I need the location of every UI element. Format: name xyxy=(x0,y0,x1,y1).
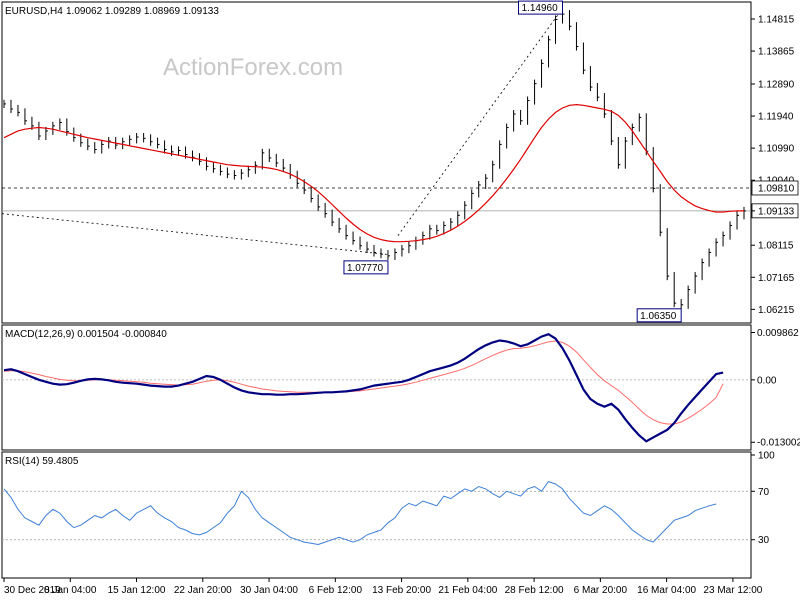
macd-tick-label: -0.013002 xyxy=(757,438,800,449)
swing-label: 1.06350 xyxy=(640,311,677,322)
rsi-layer xyxy=(2,481,751,546)
time-tick-label: 15 Jan 12:00 xyxy=(108,585,166,596)
rsi-panel xyxy=(1,451,752,579)
time-tick-label: 22 Jan 20:00 xyxy=(174,585,232,596)
price-tick-label: 1.11940 xyxy=(758,112,794,123)
time-tick-label: 13 Feb 20:00 xyxy=(372,585,431,596)
macd-title: MACD(12,26,9) 0.001504 -0.000840 xyxy=(5,329,167,340)
macd-line xyxy=(3,332,724,443)
trend-line-up xyxy=(397,13,559,236)
resistance-tag xyxy=(751,180,799,196)
swing-label-box xyxy=(343,260,389,275)
time-tick-label: 28 Feb 12:00 xyxy=(505,585,564,596)
time-tick-label: 30 Jan 04:00 xyxy=(240,585,298,596)
swing-label-box xyxy=(636,308,682,323)
price-tick-label: 1.14815 xyxy=(758,14,795,25)
price-tick-label: 1.09133 xyxy=(758,206,795,217)
rsi-title: RSI(14) 59.4805 xyxy=(5,456,79,467)
macd-layer xyxy=(2,332,751,443)
price-layer: 1.14960 1.07770 1.06350 xyxy=(1,0,751,323)
time-tick-label: 16 Mar 04:00 xyxy=(637,585,696,596)
rsi-line xyxy=(3,481,717,546)
macd-tick-label: 0.009862 xyxy=(757,328,799,339)
rsi-tick-label: 70 xyxy=(758,487,770,498)
time-tick-label: 8 Jan 04:00 xyxy=(44,585,97,596)
time-tick-label: 21 Feb 04:00 xyxy=(438,585,497,596)
price-tick-label: 1.08115 xyxy=(758,241,794,252)
price-tick-label: 1.12890 xyxy=(758,79,795,90)
price-tick-label: 1.06215 xyxy=(758,305,795,316)
price-tick-label: 1.13865 xyxy=(758,47,795,58)
macd-panel xyxy=(1,324,752,451)
swing-label: 1.14960 xyxy=(521,3,558,14)
macd-tick-label: 0.00 xyxy=(757,375,777,386)
macd-signal-line xyxy=(3,340,724,425)
ohlc-readout: 1.09062 1.09289 1.08969 1.09133 xyxy=(66,6,219,17)
rsi-tick-label: 100 xyxy=(758,451,775,462)
watermark: ActionForex.com xyxy=(163,54,343,81)
time-tick-label: 6 Feb 12:00 xyxy=(309,585,363,596)
axis-layer: 1.148151.138651.128901.119401.109901.100… xyxy=(3,14,800,596)
symbol-title: EURUSD,H4 xyxy=(5,6,63,17)
price-tick-label: 1.10990 xyxy=(758,144,795,155)
time-tick-label: 30 Dec 2019 xyxy=(4,585,61,596)
swing-label: 1.07770 xyxy=(347,263,384,274)
swing-label-box xyxy=(517,0,563,15)
price-tick-label: 1.07165 xyxy=(758,273,795,284)
time-tick-label: 23 Mar 12:00 xyxy=(703,585,762,596)
price-panel xyxy=(1,1,752,324)
rsi-tick-label: 30 xyxy=(758,535,770,546)
moving-average-line xyxy=(3,103,744,243)
resistance-tag-label: 1.09810 xyxy=(758,183,795,194)
time-tick-label: 6 Mar 20:00 xyxy=(574,585,628,596)
